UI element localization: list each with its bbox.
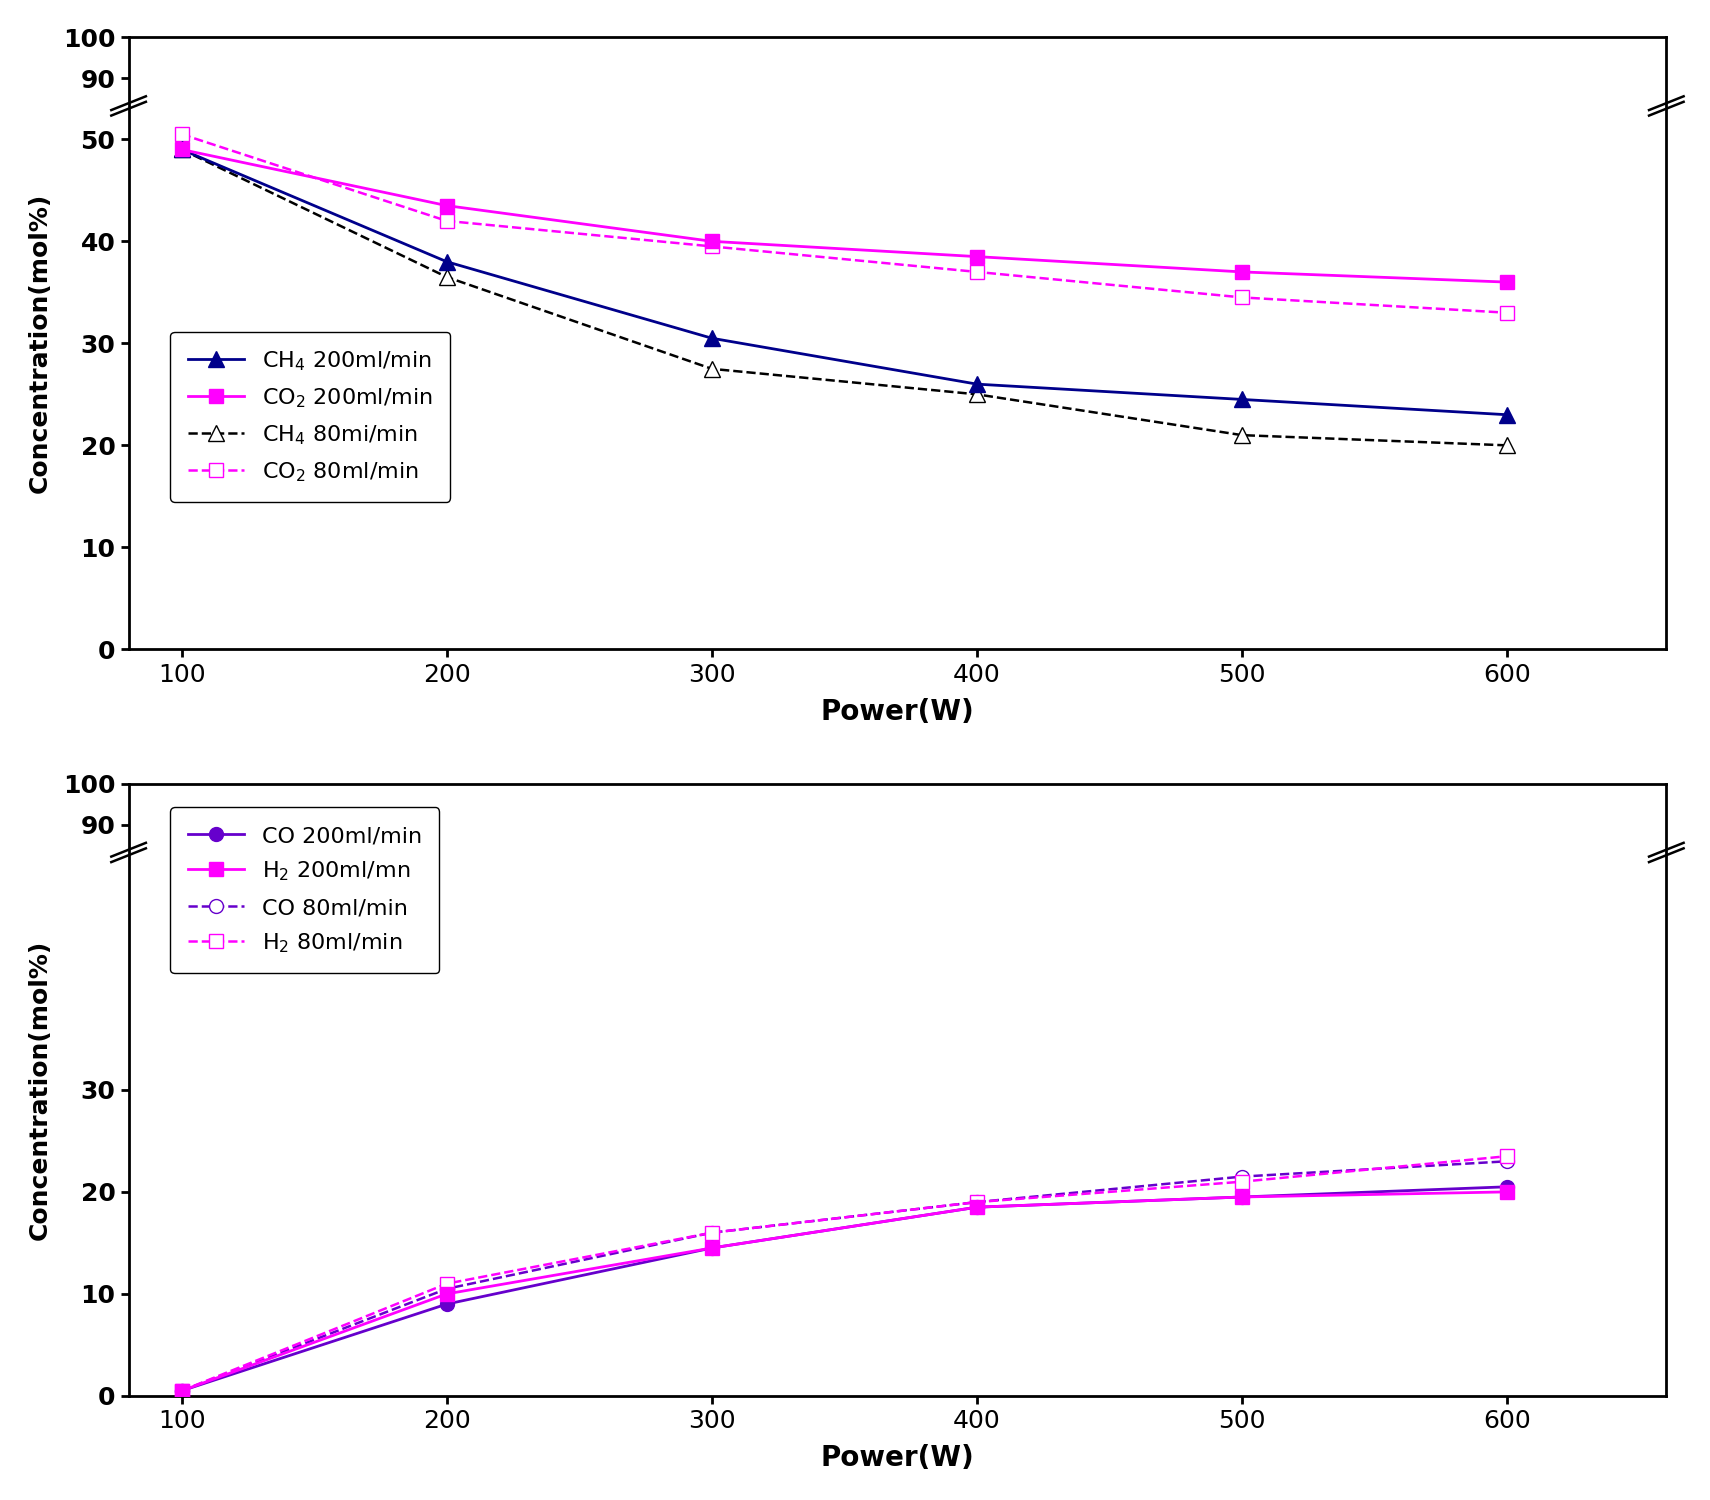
CH$_4$ 200ml/min (1231, 390, 1252, 408)
H$_2$ 200ml/mn (1496, 1184, 1517, 1202)
X-axis label: Power(W): Power(W) (821, 698, 975, 726)
CO$_2$ 200ml/min (701, 232, 722, 250)
H$_2$ 80ml/min (1231, 1173, 1252, 1191)
CH$_4$ 80mi/min (436, 268, 457, 286)
CO 200ml/min (701, 1239, 722, 1257)
Line: CO$_2$ 200ml/min: CO$_2$ 200ml/min (174, 142, 1513, 290)
CO$_2$ 200ml/min (171, 141, 192, 159)
CO$_2$ 200ml/min (436, 196, 457, 214)
CO$_2$ 200ml/min (966, 248, 987, 266)
H$_2$ 200ml/mn (701, 1239, 722, 1257)
H$_2$ 80ml/min (1496, 1148, 1517, 1166)
Line: CH$_4$ 200ml/min: CH$_4$ 200ml/min (174, 142, 1515, 423)
CH$_4$ 80mi/min (701, 360, 722, 378)
CH$_4$ 80mi/min (171, 141, 192, 159)
CO 200ml/min (1496, 1178, 1517, 1196)
Y-axis label: Concentration(mol%): Concentration(mol%) (27, 939, 51, 1240)
CO 80ml/min (1231, 1167, 1252, 1185)
H$_2$ 80ml/min (966, 1192, 987, 1210)
H$_2$ 200ml/mn (436, 1286, 457, 1304)
H$_2$ 80ml/min (171, 1382, 192, 1400)
CO 80ml/min (1496, 1152, 1517, 1170)
H$_2$ 80ml/min (701, 1224, 722, 1242)
Line: H$_2$ 80ml/min: H$_2$ 80ml/min (174, 1149, 1513, 1398)
CO$_2$ 80ml/min (1496, 303, 1517, 321)
Line: CO 80ml/min: CO 80ml/min (174, 1155, 1513, 1398)
Line: H$_2$ 200ml/mn: H$_2$ 200ml/mn (174, 1185, 1513, 1398)
CO 200ml/min (966, 1198, 987, 1216)
H$_2$ 200ml/mn (966, 1198, 987, 1216)
CH$_4$ 200ml/min (436, 252, 457, 270)
Line: CO 200ml/min: CO 200ml/min (174, 1180, 1513, 1398)
CO$_2$ 80ml/min (966, 262, 987, 280)
CO 80ml/min (171, 1382, 192, 1400)
CH$_4$ 200ml/min (966, 375, 987, 393)
CO$_2$ 200ml/min (1496, 273, 1517, 291)
H$_2$ 200ml/mn (171, 1382, 192, 1400)
CH$_4$ 80mi/min (966, 386, 987, 404)
H$_2$ 200ml/mn (1231, 1188, 1252, 1206)
CO 200ml/min (1231, 1188, 1252, 1206)
CH$_4$ 200ml/min (171, 141, 192, 159)
CO 80ml/min (966, 1192, 987, 1210)
CH$_4$ 200ml/min (701, 328, 722, 346)
CH$_4$ 80mi/min (1496, 436, 1517, 454)
CO 200ml/min (171, 1382, 192, 1400)
CO$_2$ 80ml/min (171, 124, 192, 142)
CO 200ml/min (436, 1294, 457, 1312)
CO$_2$ 80ml/min (1231, 288, 1252, 306)
CO$_2$ 80ml/min (701, 237, 722, 255)
CH$_4$ 80mi/min (1231, 426, 1252, 444)
CO 80ml/min (701, 1224, 722, 1242)
CO 80ml/min (436, 1280, 457, 1298)
CH$_4$ 200ml/min (1496, 405, 1517, 423)
Legend: CO 200ml/min, H$_2$ 200ml/mn, CO 80ml/min, H$_2$ 80ml/min: CO 200ml/min, H$_2$ 200ml/mn, CO 80ml/mi… (171, 807, 439, 974)
CO$_2$ 80ml/min (436, 211, 457, 230)
CO$_2$ 200ml/min (1231, 262, 1252, 280)
Y-axis label: Concentration(mol%): Concentration(mol%) (27, 194, 51, 494)
Line: CH$_4$ 80mi/min: CH$_4$ 80mi/min (174, 142, 1515, 453)
H$_2$ 80ml/min (436, 1275, 457, 1293)
X-axis label: Power(W): Power(W) (821, 1444, 975, 1472)
Legend: CH$_4$ 200ml/min, CO$_2$ 200ml/min, CH$_4$ 80mi/min, CO$_2$ 80ml/min: CH$_4$ 200ml/min, CO$_2$ 200ml/min, CH$_… (171, 332, 450, 502)
Line: CO$_2$ 80ml/min: CO$_2$ 80ml/min (174, 128, 1513, 320)
